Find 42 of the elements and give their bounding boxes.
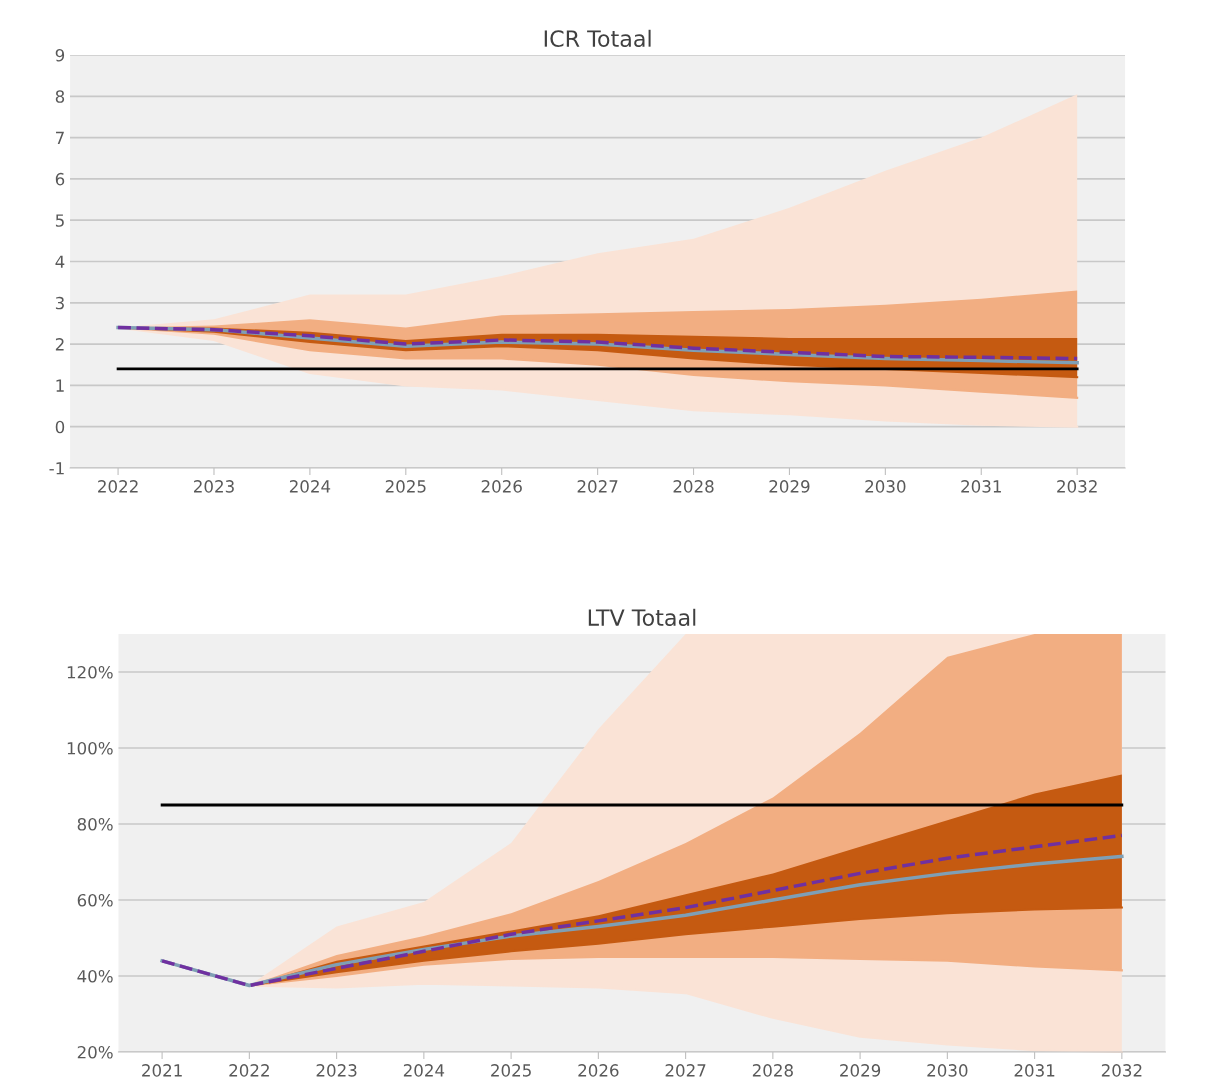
x-tick-label: 2027 — [577, 480, 618, 493]
x-tick-label: 2025 — [385, 480, 426, 493]
x-tick-label: 2027 — [665, 1064, 706, 1077]
y-tick-label: 2 — [55, 338, 64, 351]
y-tick-label: 80% — [77, 817, 113, 831]
y-tick-label: 7 — [56, 131, 64, 144]
x-tick-label: 2022 — [98, 480, 138, 493]
y-tick-label: 3 — [55, 296, 64, 310]
x-tick-label: 2030 — [927, 1064, 968, 1077]
x-tick-label: 2021 — [142, 1064, 182, 1077]
x-tick-label: 2024 — [289, 480, 331, 493]
y-tick-label: 40% — [77, 969, 113, 983]
y-tick-label: 1 — [56, 379, 64, 392]
y-tick-label: 8 — [55, 90, 65, 103]
x-tick-label: 2029 — [840, 1064, 881, 1077]
x-tick-label: 2026 — [578, 1064, 619, 1077]
x-tick-label: 2029 — [769, 480, 810, 493]
y-tick-label: -1 — [49, 462, 64, 475]
x-tick-label: 2031 — [961, 480, 1001, 493]
x-tick-label: 2026 — [481, 480, 522, 493]
x-tick-label: 2024 — [403, 1064, 445, 1077]
y-tick-label: 9 — [55, 48, 65, 62]
y-tick-label: 4 — [55, 255, 65, 268]
x-tick-label: 2022 — [229, 1064, 269, 1077]
x-tick-label: 2023 — [194, 480, 234, 493]
x-tick-label: 2031 — [1014, 1064, 1055, 1077]
y-tick-label: 5 — [55, 214, 64, 227]
x-tick-label: 2028 — [673, 480, 714, 493]
chart-title: ICR Totaal — [544, 29, 651, 47]
x-tick-label: 2028 — [752, 1064, 793, 1077]
x-tick-label: 2025 — [491, 1064, 531, 1077]
y-tick-label: 120% — [67, 665, 113, 679]
x-tick-label: 2032 — [1101, 1064, 1142, 1077]
x-tick-label: 2023 — [316, 1064, 357, 1077]
y-tick-label: 6 — [55, 172, 65, 186]
y-tick-label: 100% — [67, 741, 113, 755]
y-tick-label: 60% — [77, 893, 113, 907]
x-tick-label: 2030 — [865, 480, 906, 493]
y-tick-label: 0 — [55, 420, 65, 434]
chart-title: LTV Totaal — [588, 608, 696, 626]
y-tick-label: 20% — [77, 1045, 113, 1059]
x-tick-label: 2032 — [1057, 480, 1097, 493]
